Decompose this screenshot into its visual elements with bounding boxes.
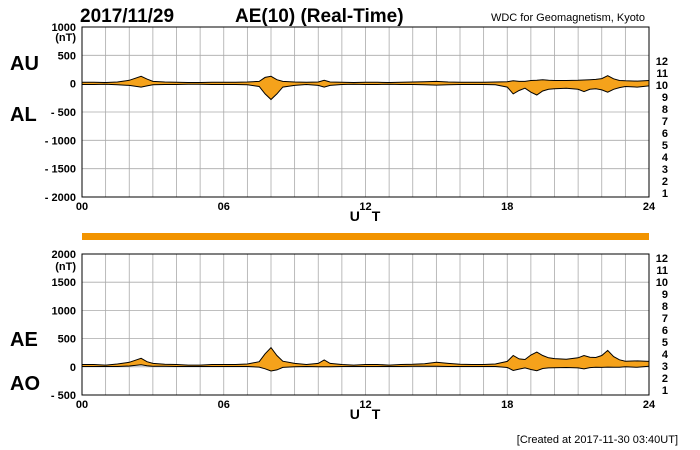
y-tick-label: - 1000 xyxy=(45,135,76,147)
series-line-au xyxy=(82,75,650,84)
ae-ao-unit-label: (nT) xyxy=(55,261,76,273)
legend-level-8: 8 xyxy=(662,301,668,313)
y-tick-label: 500 xyxy=(58,334,76,346)
ae-ao-y-ticks: 2000 1500 1000 500 0 - 500 xyxy=(51,249,76,402)
y-tick-label: 1000 xyxy=(52,22,76,34)
date-title: 2017/11/29 xyxy=(80,6,174,27)
y-tick-label: - 2000 xyxy=(45,192,76,204)
x-tick-label: 12 xyxy=(359,201,371,213)
au-al-x-axis-label: U T xyxy=(350,208,385,224)
legend-level-2: 2 xyxy=(662,373,668,385)
legend-level-6: 6 xyxy=(662,325,668,337)
x-tick-label: 24 xyxy=(643,201,656,213)
legend-level-12: 12 xyxy=(656,56,668,68)
legend-level-9: 9 xyxy=(662,92,668,104)
legend-level-1: 1 xyxy=(662,385,668,397)
x-tick-label: 06 xyxy=(218,399,230,411)
y-tick-label: 2000 xyxy=(52,249,76,261)
created-timestamp: [Created at 2017-11-30 03:40UT] xyxy=(517,434,678,446)
series-line-ae xyxy=(82,346,650,366)
legend-level-4: 4 xyxy=(662,152,669,164)
y-tick-label: 0 xyxy=(70,79,76,91)
au-al-x-ticks: 00 06 12 18 24 xyxy=(76,201,656,213)
y-tick-label: 500 xyxy=(58,50,76,62)
legend-level-5: 5 xyxy=(662,337,668,349)
legend-level-6: 6 xyxy=(662,128,668,140)
au-al-unit-label: (nT) xyxy=(55,32,76,44)
legend-level-9: 9 xyxy=(662,289,668,301)
x-tick-label: 18 xyxy=(501,399,513,411)
y-tick-label: - 1500 xyxy=(45,164,76,176)
au-al-frame xyxy=(81,26,650,198)
x-tick-label: 06 xyxy=(218,201,230,213)
au-al-y-ticks: 1000 500 0 - 500 - 1000 - 1500 - 2000 xyxy=(45,22,76,204)
legend-level-10: 10 xyxy=(656,277,668,289)
legend-level-10: 10 xyxy=(656,80,668,92)
ae-ao-frame xyxy=(81,253,650,396)
ao-label: AO xyxy=(10,373,40,395)
x-tick-label: 24 xyxy=(643,399,656,411)
legend-level-3: 3 xyxy=(662,164,668,176)
y-tick-label: - 500 xyxy=(51,107,76,119)
legend-level-3: 3 xyxy=(662,361,668,373)
y-tick-label: 1000 xyxy=(52,305,76,317)
ae-ao-x-axis-label: U T xyxy=(350,406,385,422)
legend-level-12: 12 xyxy=(656,253,668,265)
y-tick-label: 1500 xyxy=(52,277,76,289)
ae-ao-data xyxy=(82,346,650,372)
au-al-area xyxy=(82,75,649,100)
al-label: AL xyxy=(10,104,37,126)
index-title: AE(10) (Real-Time) xyxy=(235,6,404,27)
x-tick-label: 18 xyxy=(501,201,513,213)
ae-ao-x-ticks: 00 06 12 18 24 xyxy=(76,399,656,411)
x-tick-label: 00 xyxy=(76,399,88,411)
legend-level-5: 5 xyxy=(662,140,668,152)
legend-level-2: 2 xyxy=(662,176,668,188)
data-source: WDC for Geomagnetism, Kyoto xyxy=(491,12,645,24)
au-al-grid xyxy=(82,27,649,197)
y-tick-label: 0 xyxy=(70,362,76,374)
series-line-ao xyxy=(82,364,650,372)
legend-level-7: 7 xyxy=(662,313,668,325)
y-tick-label: - 500 xyxy=(51,390,76,402)
legend-level-4: 4 xyxy=(662,349,669,361)
legend-level-11: 11 xyxy=(656,265,668,277)
x-tick-label: 12 xyxy=(359,399,371,411)
legend-level-1: 1 xyxy=(662,188,668,200)
au-al-data xyxy=(82,75,650,101)
legend-level-7: 7 xyxy=(662,116,668,128)
x-tick-label: 00 xyxy=(76,201,88,213)
series-line-al xyxy=(82,83,650,101)
ae-ao-area xyxy=(82,347,649,371)
status-strip xyxy=(82,233,649,240)
ae-label: AE xyxy=(10,329,38,351)
au-label: AU xyxy=(10,53,39,75)
legend-level-8: 8 xyxy=(662,104,668,116)
legend-level-11: 11 xyxy=(656,68,668,80)
